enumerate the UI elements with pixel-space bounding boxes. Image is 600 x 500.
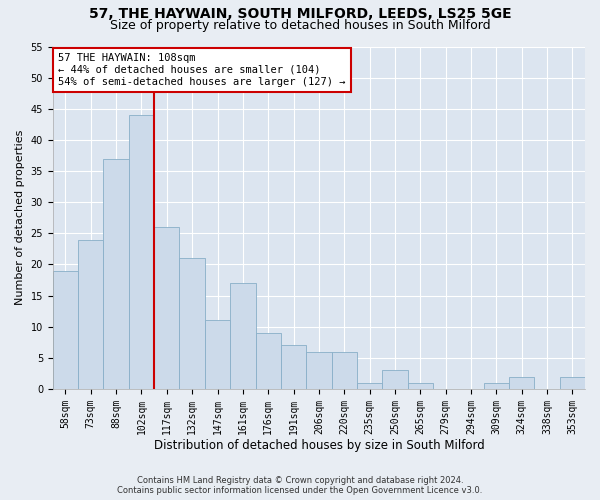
Y-axis label: Number of detached properties: Number of detached properties xyxy=(15,130,25,306)
Bar xyxy=(357,382,382,389)
Bar xyxy=(256,333,281,389)
Text: Size of property relative to detached houses in South Milford: Size of property relative to detached ho… xyxy=(110,18,490,32)
Bar xyxy=(230,283,256,389)
Text: 57 THE HAYWAIN: 108sqm
← 44% of detached houses are smaller (104)
54% of semi-de: 57 THE HAYWAIN: 108sqm ← 44% of detached… xyxy=(58,54,346,86)
Bar xyxy=(129,115,154,389)
Bar xyxy=(332,352,357,389)
Bar xyxy=(509,376,535,389)
Bar xyxy=(560,376,585,389)
Bar xyxy=(281,346,306,389)
Bar xyxy=(179,258,205,389)
Bar xyxy=(154,227,179,389)
Text: 57, THE HAYWAIN, SOUTH MILFORD, LEEDS, LS25 5GE: 57, THE HAYWAIN, SOUTH MILFORD, LEEDS, L… xyxy=(89,8,511,22)
Bar xyxy=(407,382,433,389)
Bar xyxy=(78,240,103,389)
Bar xyxy=(382,370,407,389)
Bar xyxy=(484,382,509,389)
Bar xyxy=(306,352,332,389)
Bar xyxy=(205,320,230,389)
Text: Contains HM Land Registry data © Crown copyright and database right 2024.
Contai: Contains HM Land Registry data © Crown c… xyxy=(118,476,482,495)
Bar xyxy=(53,270,78,389)
X-axis label: Distribution of detached houses by size in South Milford: Distribution of detached houses by size … xyxy=(154,440,484,452)
Bar xyxy=(103,158,129,389)
